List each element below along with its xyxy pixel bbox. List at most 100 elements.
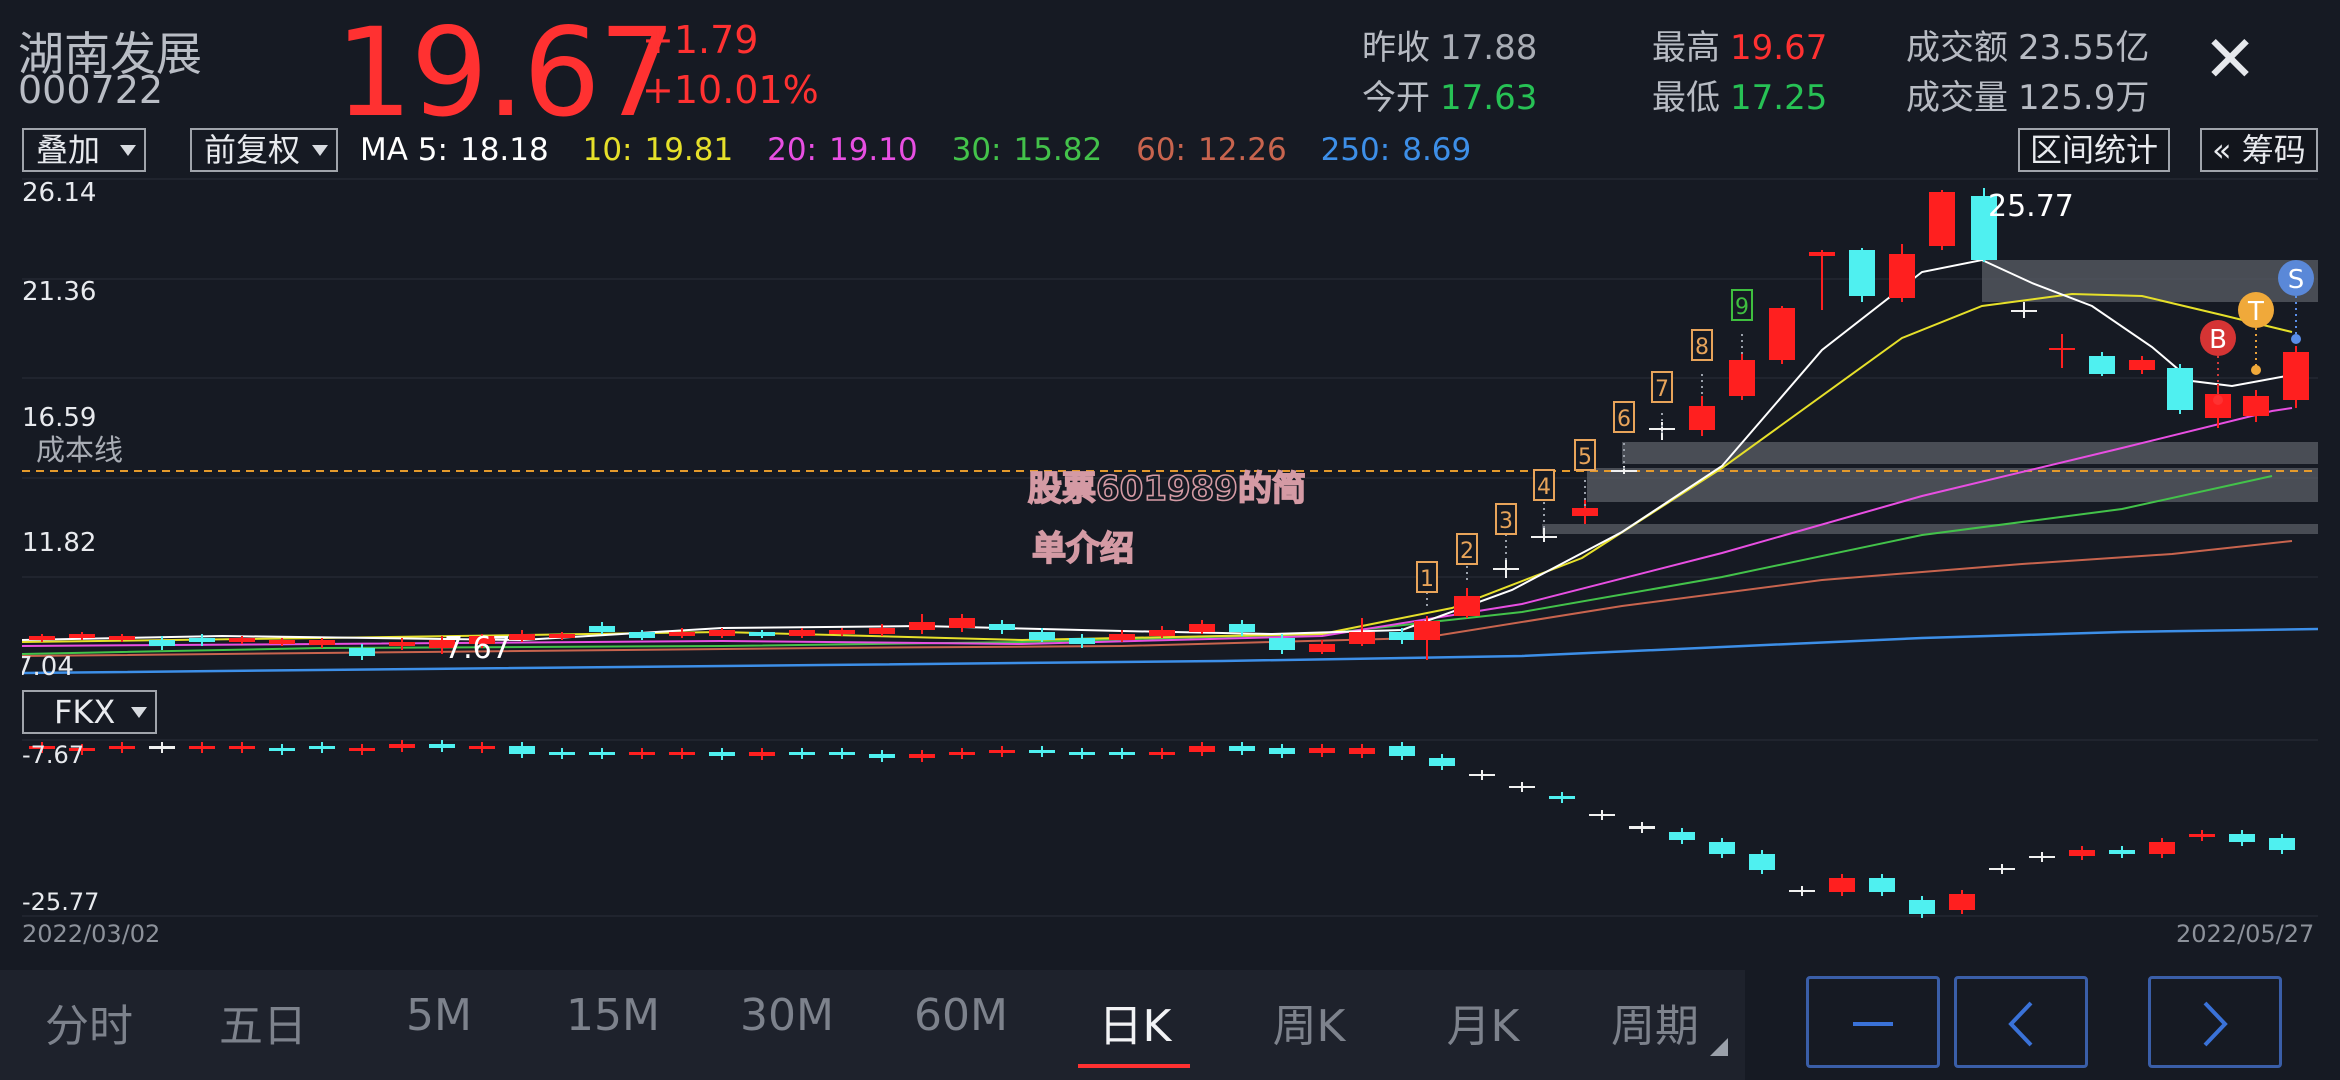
candle: [789, 628, 815, 638]
indicator-dropdown[interactable]: FKX: [22, 690, 158, 734]
watermark-line-2: 单介绍: [1032, 529, 1134, 569]
close-button[interactable]: ✕: [2200, 28, 2260, 92]
candle: [1572, 500, 1598, 524]
tab-30m[interactable]: 30M: [740, 990, 834, 1041]
indicator-y-bottom: -25.77: [22, 888, 99, 916]
fkx-candle: [869, 750, 895, 762]
kline-chart[interactable]: 1 234 567 8 9 B T S 26.14 21.36 16.59 11.82 …: [22, 178, 2318, 678]
tab-daily-k[interactable]: 日K: [1098, 1001, 1172, 1052]
next-button[interactable]: [2148, 976, 2282, 1068]
y-tick-2: 21.36: [22, 277, 96, 307]
prev-close-value: 17.88: [1440, 28, 1538, 68]
sell-signal-marker[interactable]: [2278, 260, 2314, 296]
svg-text:7: 7: [1655, 377, 1669, 402]
ma60-label: 60:: [1136, 132, 1186, 168]
low-stat: 最低 17.25: [1652, 70, 1827, 119]
fkx-candle: [1109, 748, 1135, 759]
tab-15m[interactable]: 15M: [566, 990, 660, 1041]
fkx-candle: [829, 748, 855, 759]
fkx-candle: [589, 748, 615, 759]
stock-name: 湖南发展: [18, 27, 202, 81]
fkx-candle: [109, 742, 135, 753]
volume-stat: 成交量 125.9万: [1906, 70, 2149, 119]
fkx-candle: [1069, 748, 1095, 759]
buy-signal-marker[interactable]: [2200, 320, 2236, 356]
tab-monthly-k[interactable]: 月K: [1446, 1001, 1520, 1052]
candle: [1414, 616, 1440, 660]
range-stats-button[interactable]: 区间统计: [2018, 128, 2171, 172]
count-label: 5: [1574, 439, 1596, 471]
tab-60m[interactable]: 60M: [914, 990, 1008, 1041]
candle: [1269, 634, 1295, 654]
svg-text:5: 5: [1578, 445, 1592, 470]
fkx-candle: [909, 750, 935, 762]
fkx-candle: [149, 742, 175, 753]
fkx-candle: [749, 748, 775, 760]
tab-five-day[interactable]: 五日: [219, 1001, 307, 1052]
indicator-dropdown-label: FKX: [54, 693, 116, 731]
tab-period[interactable]: 周期: [1611, 1001, 1699, 1052]
fkx-candle: [1469, 770, 1495, 780]
kline-grid: [22, 178, 2318, 578]
indicator-y-top: -7.67: [22, 741, 84, 769]
fkx-candle: [1989, 864, 2015, 874]
candle: [2089, 352, 2115, 376]
svg-text:4: 4: [1537, 475, 1551, 500]
cost-line-label: 成本线: [36, 433, 123, 467]
fkx-candle: [2029, 852, 2055, 862]
overlay-dropdown[interactable]: 叠加: [22, 128, 147, 172]
tab-5m[interactable]: 5M: [406, 990, 472, 1041]
fkx-candle: [989, 746, 1015, 757]
fkx-candle: [469, 742, 495, 753]
previous-button[interactable]: [1954, 976, 2088, 1068]
price-change-percent: +10.01%: [642, 68, 819, 112]
candle: [829, 628, 855, 636]
count-label-guides: [1426, 334, 1743, 608]
candle: [2011, 302, 2037, 318]
candle: [189, 634, 215, 646]
candle: [1493, 558, 1519, 578]
candle: [309, 638, 335, 648]
candle: [869, 624, 895, 636]
candle: [1149, 626, 1175, 638]
fkx-candle: [2189, 830, 2215, 841]
adjust-dropdown-label: 前复权: [204, 131, 301, 169]
fkx-candle: [1389, 742, 1415, 760]
svg-text:1: 1: [1420, 567, 1434, 592]
fkx-candles: [29, 740, 2295, 918]
candle: [1309, 640, 1335, 654]
candle: [2283, 346, 2309, 408]
ma250-value: 8.69: [1402, 132, 1472, 168]
candle: [269, 638, 295, 646]
candle: [1689, 396, 1715, 436]
candle: [949, 614, 975, 632]
svg-text:9: 9: [1735, 295, 1749, 320]
tab-weekly-k[interactable]: 周K: [1272, 1001, 1346, 1052]
adjust-dropdown[interactable]: 前复权: [190, 128, 339, 172]
zoom-out-button[interactable]: [1806, 976, 1940, 1068]
candle: [709, 628, 735, 638]
turnover-value: 23.55亿: [2018, 28, 2150, 68]
turnover-label: 成交额: [1906, 28, 2008, 68]
fkx-candle: [669, 748, 695, 759]
count-labels: 1 234 567 8 9: [1416, 289, 1753, 593]
indicator-grid: [22, 739, 2318, 917]
fkx-candle: [1309, 744, 1335, 757]
high-stat: 最高 19.67: [1652, 20, 1827, 69]
chips-button[interactable]: « 筹码: [2200, 128, 2318, 172]
current-price: 19.67: [335, 2, 676, 144]
fkx-candle: [789, 748, 815, 759]
low-value: 17.25: [1730, 78, 1828, 118]
tab-intraday[interactable]: 分时: [45, 1001, 133, 1052]
candle: [1889, 244, 1915, 302]
fkx-candle: [1749, 850, 1775, 874]
candle: [1349, 618, 1375, 646]
candle: [549, 632, 575, 640]
fkx-candle: [29, 742, 55, 753]
count-label: 7: [1651, 371, 1673, 403]
candle: [909, 614, 935, 634]
fkx-candle: [1349, 744, 1375, 758]
t-signal-marker[interactable]: [2238, 292, 2274, 328]
fkx-indicator-chart[interactable]: -7.67 -25.77: [22, 730, 2318, 920]
fkx-candle: [1629, 822, 1655, 833]
